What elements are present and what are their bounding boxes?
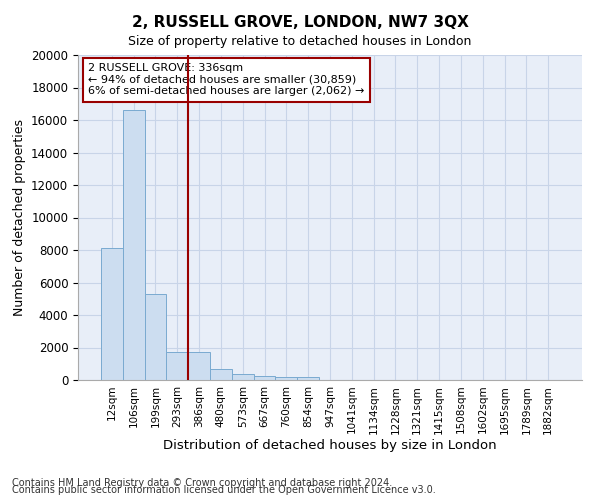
Bar [275,377,297,380]
Text: 2 RUSSELL GROVE: 336sqm
← 94% of detached houses are smaller (30,859)
6% of semi: 2 RUSSELL GROVE: 336sqm ← 94% of detache… [88,63,364,96]
Text: Size of property relative to detached houses in London: Size of property relative to detached ho… [128,35,472,48]
Bar [166,352,188,380]
Bar [145,294,166,380]
Bar [210,368,232,380]
Text: Contains HM Land Registry data © Crown copyright and database right 2024.: Contains HM Land Registry data © Crown c… [12,478,392,488]
Y-axis label: Number of detached properties: Number of detached properties [13,119,26,316]
Bar [254,376,275,380]
Bar [123,110,145,380]
Bar [101,248,123,380]
X-axis label: Distribution of detached houses by size in London: Distribution of detached houses by size … [163,439,497,452]
Bar [232,374,254,380]
Text: 2, RUSSELL GROVE, LONDON, NW7 3QX: 2, RUSSELL GROVE, LONDON, NW7 3QX [131,15,469,30]
Text: Contains public sector information licensed under the Open Government Licence v3: Contains public sector information licen… [12,485,436,495]
Bar [297,377,319,380]
Bar [188,352,210,380]
